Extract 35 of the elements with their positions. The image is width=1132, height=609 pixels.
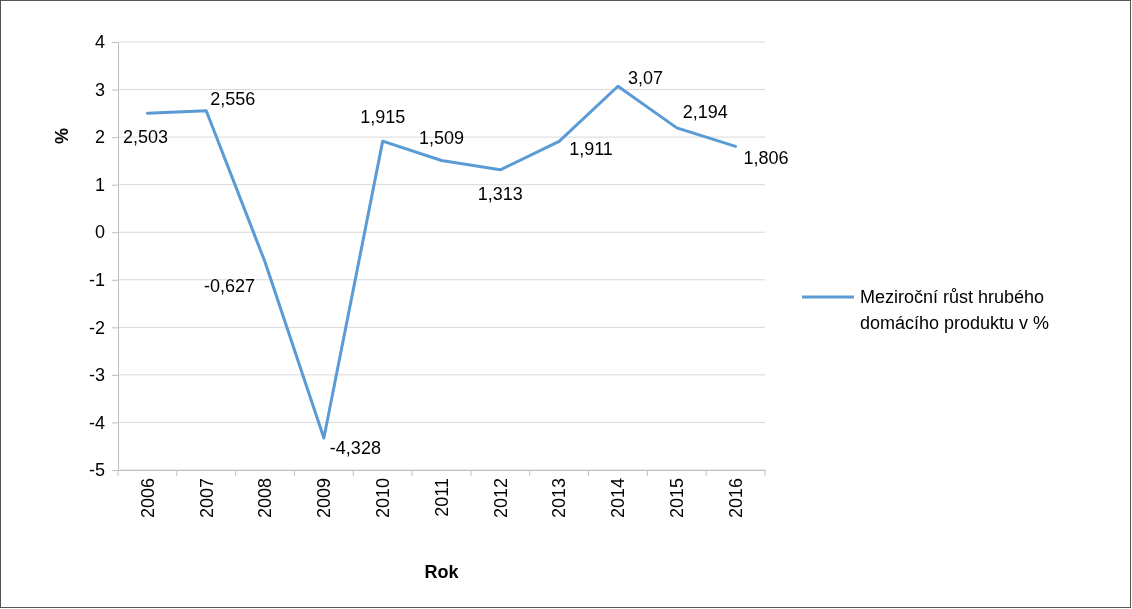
data-label: 1,915 [360, 107, 406, 128]
data-label: 2,556 [210, 88, 256, 109]
y-tick-label: 4 [94, 32, 105, 53]
y-tick-label: 1 [94, 174, 105, 195]
y-tick-label: 0 [94, 222, 105, 243]
data-label: -4,328 [329, 438, 381, 459]
x-tick-label: 2015 [667, 478, 688, 519]
x-tick-label: 2008 [255, 478, 276, 519]
y-axis-title: % [52, 127, 72, 145]
data-label: 1,313 [477, 183, 523, 204]
x-axis-title: Rok [424, 562, 460, 582]
y-tick-label: -3 [88, 365, 105, 386]
x-tick-label: 2010 [372, 478, 393, 519]
data-label: 2,503 [122, 127, 168, 148]
data-label: 2,194 [682, 101, 728, 122]
x-tick-label: 2013 [549, 478, 570, 519]
legend-label: Meziroční růst hrubého domácího produktu v % [860, 287, 1050, 333]
data-label: -0,627 [204, 276, 256, 297]
y-tick-label: 2 [94, 127, 105, 148]
x-tick-label: 2012 [490, 478, 511, 519]
data-label: 3,07 [627, 68, 663, 89]
y-tick-label: -1 [88, 270, 105, 291]
data-label: 1,509 [418, 128, 465, 149]
y-tick-label: -5 [88, 460, 105, 481]
x-tick-label: 2011 [431, 478, 452, 517]
x-tick-label: 2016 [725, 478, 746, 519]
x-tick-label: 2014 [608, 478, 629, 519]
data-label: 1,806 [743, 148, 789, 169]
x-tick-label: 2006 [137, 478, 158, 519]
y-tick-label: -4 [88, 412, 105, 433]
y-tick-label: -2 [88, 317, 105, 338]
y-tick-label: 3 [94, 79, 105, 100]
data-label: 1,911 [569, 139, 613, 160]
x-tick-label: 2007 [196, 478, 217, 519]
x-tick-label: 2009 [314, 478, 335, 519]
